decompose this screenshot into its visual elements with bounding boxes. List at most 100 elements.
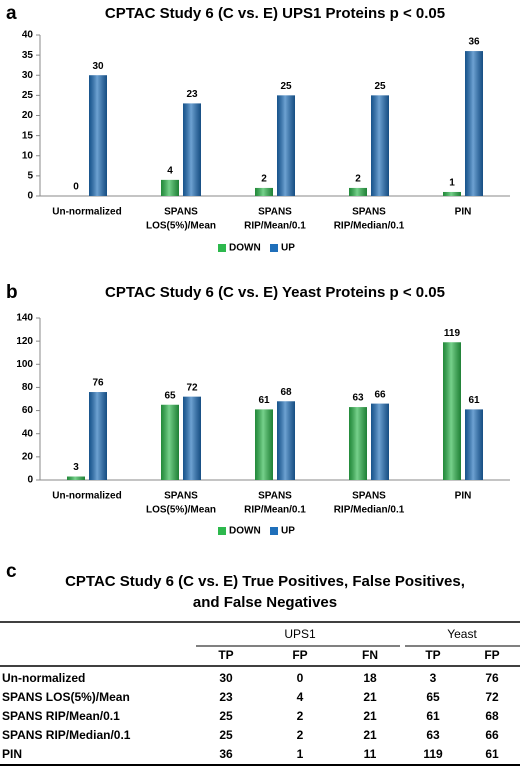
- y-tick-label: 120: [16, 336, 33, 347]
- data-label: 119: [444, 328, 461, 339]
- x-tick-label: LOS(5%)/Mean: [146, 505, 216, 516]
- bar-shade: [277, 95, 295, 196]
- x-tick-label: SPANS: [258, 207, 292, 218]
- chart-title: CPTAC Study 6 (C vs. E) Yeast Proteins p…: [105, 284, 445, 301]
- y-tick-label: 80: [22, 382, 34, 393]
- row-label: SPANS LOS(5%)/Mean: [2, 690, 130, 704]
- y-tick-label: 0: [27, 475, 33, 486]
- table-cell: 1: [297, 747, 304, 761]
- bar-shade: [161, 179, 179, 196]
- table-cell: 2: [297, 728, 304, 742]
- data-label: 23: [186, 89, 198, 100]
- bar-shade: [183, 396, 201, 480]
- y-tick-label: 10: [22, 150, 34, 161]
- y-tick-label: 40: [22, 30, 34, 41]
- y-tick-label: 20: [22, 451, 34, 462]
- x-tick-label: Un-normalized: [52, 491, 121, 502]
- data-label: 72: [186, 382, 198, 393]
- table-title: and False Negatives: [193, 594, 337, 611]
- data-label: 1: [449, 178, 455, 189]
- bar-shade: [67, 476, 85, 480]
- y-tick-label: 5: [27, 171, 33, 182]
- bar-shade: [255, 187, 273, 196]
- x-tick-label: RIP/Median/0.1: [334, 505, 405, 516]
- table-cell: 36: [219, 747, 233, 761]
- table-cell: 61: [485, 747, 499, 761]
- x-tick-label: RIP/Median/0.1: [334, 221, 405, 232]
- data-label: 2: [355, 174, 361, 185]
- legend-swatch: [218, 244, 226, 252]
- table-cell: 76: [485, 671, 499, 685]
- table-cell: 23: [219, 690, 233, 704]
- table-cell: 21: [363, 690, 377, 704]
- x-tick-label: Un-normalized: [52, 207, 121, 218]
- table-cell: 66: [485, 728, 499, 742]
- bar-shade: [371, 403, 389, 480]
- table-cell: 68: [485, 709, 499, 723]
- legend-label: UP: [281, 526, 295, 537]
- x-tick-label: SPANS: [164, 207, 198, 218]
- bar-shade: [465, 51, 483, 196]
- table-cell: 72: [485, 690, 499, 704]
- legend-swatch: [270, 527, 278, 535]
- legend-swatch: [270, 244, 278, 252]
- data-label: 61: [258, 395, 270, 406]
- y-tick-label: 20: [22, 110, 34, 121]
- row-label: PIN: [2, 747, 22, 761]
- legend-label: UP: [281, 243, 295, 254]
- data-label: 63: [352, 393, 364, 404]
- x-tick-label: PIN: [455, 491, 472, 502]
- group-header: Yeast: [447, 627, 477, 641]
- row-label: SPANS RIP/Mean/0.1: [2, 709, 120, 723]
- x-tick-label: PIN: [455, 207, 472, 218]
- table-cell: 61: [426, 709, 440, 723]
- bar-shade: [89, 75, 107, 196]
- y-tick-label: 40: [22, 428, 34, 439]
- column-header: FN: [362, 648, 378, 662]
- x-tick-label: SPANS: [352, 491, 386, 502]
- table-cell: 25: [219, 709, 233, 723]
- bar-shade: [443, 342, 461, 480]
- data-label: 36: [468, 37, 480, 48]
- bar-shade: [443, 191, 461, 196]
- data-label: 25: [280, 81, 292, 92]
- data-label: 66: [374, 389, 386, 400]
- table-cell: 63: [426, 728, 440, 742]
- group-header: UPS1: [284, 627, 316, 641]
- table-cell: 119: [423, 747, 443, 761]
- legend-label: DOWN: [229, 526, 261, 537]
- data-label: 25: [374, 81, 386, 92]
- x-tick-label: SPANS: [164, 491, 198, 502]
- bar-shade: [183, 103, 201, 196]
- panel-label: a: [6, 3, 17, 24]
- panel-label: c: [6, 561, 17, 582]
- bar-shade: [349, 407, 367, 480]
- table-cell: 3: [430, 671, 437, 685]
- row-label: Un-normalized: [2, 671, 85, 685]
- data-label: 3: [73, 462, 79, 473]
- table-cell: 30: [219, 671, 233, 685]
- y-tick-label: 100: [16, 359, 33, 370]
- x-tick-label: LOS(5%)/Mean: [146, 221, 216, 232]
- column-header: TP: [218, 648, 233, 662]
- bar-shade: [465, 409, 483, 480]
- y-tick-label: 30: [22, 70, 34, 81]
- bar-shade: [371, 95, 389, 196]
- data-label: 61: [468, 395, 480, 406]
- x-tick-label: SPANS: [258, 491, 292, 502]
- bar-shade: [255, 409, 273, 480]
- column-header: FP: [292, 648, 307, 662]
- table-cell: 21: [363, 728, 377, 742]
- x-tick-label: SPANS: [352, 207, 386, 218]
- y-tick-label: 15: [22, 130, 34, 141]
- column-header: FP: [484, 648, 499, 662]
- chart-title: CPTAC Study 6 (C vs. E) UPS1 Proteins p …: [105, 5, 445, 22]
- data-label: 30: [92, 61, 104, 72]
- bar-shade: [89, 392, 107, 480]
- row-label: SPANS RIP/Median/0.1: [2, 728, 131, 742]
- data-label: 4: [167, 166, 173, 177]
- data-label: 0: [73, 182, 79, 193]
- y-tick-label: 140: [16, 313, 33, 324]
- bar-shade: [161, 404, 179, 480]
- table-cell: 4: [297, 690, 304, 704]
